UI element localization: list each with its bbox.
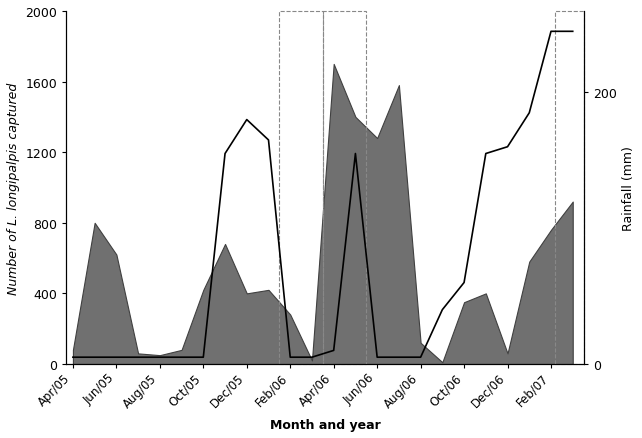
Y-axis label: Rainfall (mm): Rainfall (mm)	[622, 146, 635, 230]
Bar	[279, 12, 323, 364]
Bar	[555, 12, 584, 364]
X-axis label: Month and year: Month and year	[270, 418, 380, 431]
Y-axis label: Number of L. longipalpis captured: Number of L. longipalpis captured	[7, 82, 20, 294]
Bar	[323, 12, 367, 364]
